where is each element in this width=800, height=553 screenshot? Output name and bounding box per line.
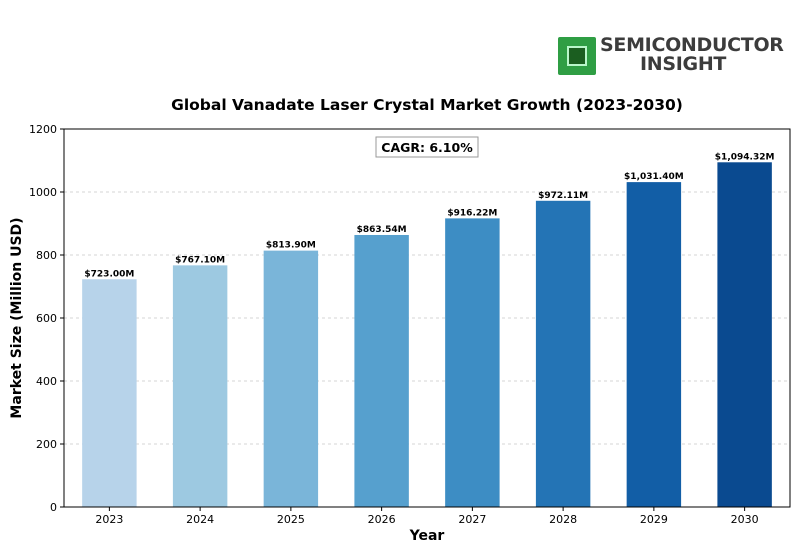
value-label-2023: $723.00M [84,269,134,279]
value-label-2028: $972.11M [538,191,588,201]
cagr-text: CAGR: 6.10% [381,140,473,155]
bar-2024 [172,265,228,507]
x-tick-label-2023: 2023 [95,513,123,526]
x-tick-label-2024: 2024 [186,513,214,526]
x-axis: 2023 2024 2025 2026 2027 2028 2029 2030 [95,507,759,526]
y-tick-label: 0 [50,501,57,514]
bars [82,162,772,508]
bar-2029 [626,182,682,507]
bar-2028 [535,200,591,508]
y-tick-label: 600 [36,312,57,325]
cagr-annotation: CAGR: 6.10% [375,136,479,158]
x-tick-label-2029: 2029 [640,513,668,526]
bar-2027 [445,218,500,508]
bar-2026 [354,234,409,507]
logo-line-1: SEMICONDUCTOR [600,34,784,56]
bar-2023 [82,279,137,507]
y-axis-label: Market Size (Million USD) [9,217,25,418]
y-tick-label: 200 [36,438,57,451]
value-label-2026: $863.54M [357,225,407,235]
value-label-2027: $916.22M [447,208,497,218]
y-tick-label: 1000 [29,186,57,199]
value-label-2025: $813.90M [266,241,316,251]
x-tick-label-2026: 2026 [368,513,396,526]
logo-text: SEMICONDUCTOR INSIGHT [600,36,784,74]
y-tick-label: 1200 [29,123,57,136]
brand-logo: SEMICONDUCTOR INSIGHT [558,36,784,77]
chip-icon [558,37,596,75]
value-labels: $723.00M $767.10M $813.90M $863.54M $916.22M… [84,152,774,279]
x-tick-label-2025: 2025 [277,513,305,526]
logo-line-2: INSIGHT [640,53,727,75]
y-tick-label: 800 [36,249,57,262]
x-tick-label-2030: 2030 [731,513,759,526]
x-axis-label: Year [409,528,445,544]
value-label-2029: $1,031.40M [624,172,684,182]
y-axis: 0 200 400 600 800 1000 1200 [29,123,64,514]
y-tick-label: 400 [36,375,57,388]
bar-2025 [263,250,319,507]
value-label-2030: $1,094.32M [715,152,775,162]
x-tick-label-2028: 2028 [549,513,577,526]
value-label-2024: $767.10M [175,255,225,265]
chart-title: Global Vanadate Laser Crystal Market Gro… [171,96,683,114]
bar-2030 [717,162,772,508]
x-tick-label-2027: 2027 [458,513,486,526]
